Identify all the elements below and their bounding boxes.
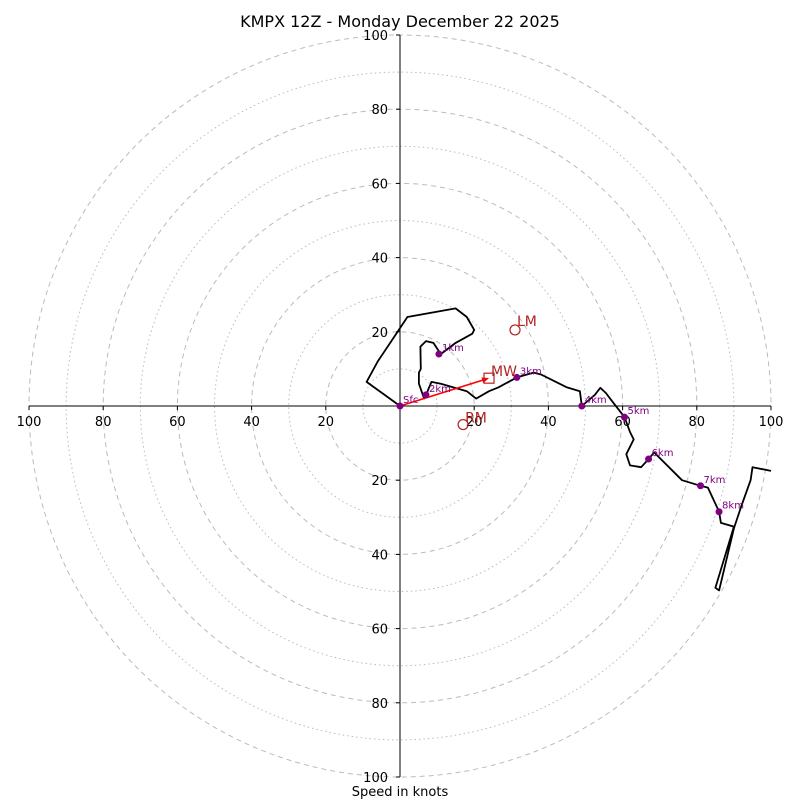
right-mover-label: RM — [465, 411, 487, 427]
y-tick-label: 40 — [371, 548, 388, 563]
x-tick-label: 80 — [689, 415, 706, 430]
y-tick-label: 100 — [363, 29, 388, 44]
height-marker-dot — [578, 402, 586, 410]
mean-wind-arrow — [399, 379, 484, 407]
y-tick-label: 100 — [363, 771, 388, 786]
mean-wind-marker — [483, 372, 495, 384]
height-marker-dot — [620, 413, 628, 421]
height-marker-label: 6km — [652, 448, 674, 459]
x-tick-label: 60 — [169, 415, 186, 430]
height-marker-label: 2km — [429, 384, 451, 395]
height-marker-label: 5km — [627, 406, 649, 417]
height-marker-dot — [715, 508, 723, 516]
y-tick-label: 60 — [371, 177, 388, 192]
hodograph-line — [365, 307, 772, 592]
wind-trace — [365, 307, 772, 592]
height-marker-label: 7km — [704, 475, 726, 486]
storm-motion: MW LM RM — [399, 314, 537, 431]
right-mover-marker — [457, 418, 469, 431]
y-tick-label: 20 — [371, 474, 388, 489]
y-tick-label: 40 — [371, 252, 388, 267]
x-axis-label: Speed in knots — [352, 785, 449, 800]
height-marker-label: 1km — [442, 343, 464, 354]
y-tick-label: 60 — [371, 623, 388, 638]
x-tick-label: 100 — [759, 415, 784, 430]
height-marker-label: 3km — [520, 366, 542, 377]
x-tick-label: 20 — [318, 415, 335, 430]
x-tick-label: 100 — [17, 415, 42, 430]
x-tick-label: 20 — [466, 415, 483, 430]
x-tick-label: 40 — [243, 415, 260, 430]
height-marker-dot — [697, 482, 705, 490]
height-marker-label: 8km — [722, 501, 744, 512]
mean-wind-label: MW — [491, 364, 517, 380]
height-markers: Sfc 1km 2km 3km 4km 5km 6km 7km 8km — [396, 343, 744, 516]
y-tick-label: 20 — [371, 326, 388, 341]
left-mover-label: LM — [517, 314, 537, 330]
x-tick-label: 40 — [540, 415, 557, 430]
height-marker-dot — [422, 391, 430, 399]
y-tick-label: 80 — [371, 697, 388, 712]
height-marker-dot — [513, 373, 521, 381]
height-marker-label: 4km — [585, 395, 607, 406]
height-marker-dot — [396, 402, 404, 410]
y-tick-label: 80 — [371, 103, 388, 118]
arrow-head — [481, 377, 490, 384]
height-marker-dot — [435, 350, 443, 358]
height-marker-dot — [645, 455, 653, 463]
tick-labels: 100 80 60 40 20 20 40 60 80 100100806040202040608… — [17, 29, 784, 786]
height-marker-label: Sfc — [403, 395, 418, 406]
x-tick-label: 80 — [95, 415, 112, 430]
left-mover-marker — [509, 324, 521, 336]
chart-title: KMPX 12Z - Monday December 22 2025 — [240, 12, 560, 31]
